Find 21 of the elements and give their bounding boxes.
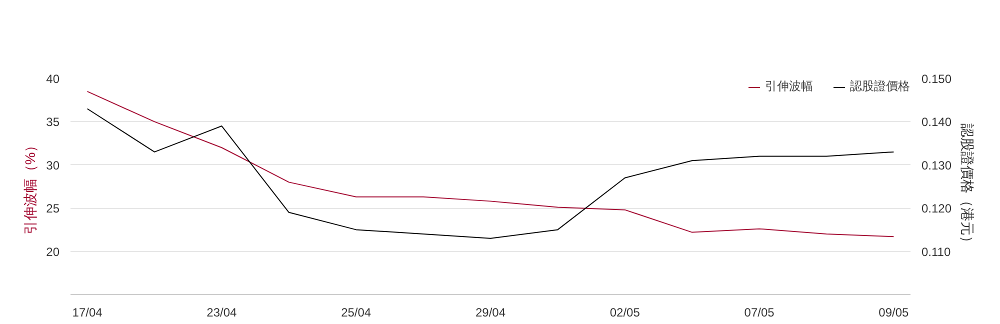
y-tick-label: 40 xyxy=(46,72,60,86)
y2-tick-label: 0.120 xyxy=(922,202,952,216)
y-axis-title: 引伸波幅（%） xyxy=(22,138,38,235)
x-tick-label: 29/04 xyxy=(475,306,506,320)
x-tick-label: 23/04 xyxy=(206,306,238,320)
legend-label: 認股證價格 xyxy=(850,78,910,95)
y-tick-label: 35 xyxy=(46,115,60,130)
x-tick-label: 07/05 xyxy=(744,306,775,320)
x-tick-label: 09/05 xyxy=(878,306,910,320)
y2-tick-label: 0.140 xyxy=(922,115,952,130)
y-tick-label: 25 xyxy=(46,202,60,216)
y-tick-label: 30 xyxy=(46,158,60,172)
y2-axis-title: 認股證價格（港元） xyxy=(960,124,976,250)
y2-tick-label: 0.110 xyxy=(922,244,951,259)
x-tick-label: 17/04 xyxy=(72,306,103,320)
legend-label: 引伸波幅 xyxy=(765,78,813,95)
y2-tick-label: 0.130 xyxy=(922,158,952,172)
y2-tick-label: 0.150 xyxy=(922,72,952,86)
x-tick-label: 25/04 xyxy=(341,306,372,320)
x-tick-label: 02/05 xyxy=(610,306,640,320)
y-tick-label: 20 xyxy=(46,244,60,259)
